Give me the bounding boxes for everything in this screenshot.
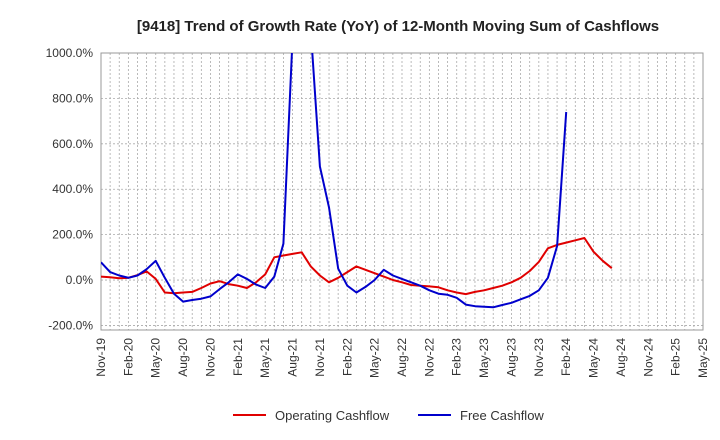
y-tick-label: -200.0% bbox=[48, 318, 93, 332]
x-tick-label: Feb-20 bbox=[121, 338, 135, 376]
x-tick-label: May-21 bbox=[258, 338, 272, 378]
y-tick-label: 1000.0% bbox=[46, 46, 94, 60]
x-tick-label: Nov-24 bbox=[641, 338, 655, 377]
x-tick-label: Nov-21 bbox=[313, 338, 327, 377]
x-tick-label: Aug-23 bbox=[504, 338, 518, 377]
chart-title: [9418] Trend of Growth Rate (YoY) of 12-… bbox=[137, 18, 659, 35]
x-tick-label: Feb-25 bbox=[669, 338, 683, 376]
x-tick-label: Feb-24 bbox=[559, 338, 573, 376]
series-line-operating-cashflow bbox=[101, 237, 613, 296]
y-tick-label: 600.0% bbox=[52, 137, 93, 151]
y-tick-label: 400.0% bbox=[52, 182, 93, 196]
x-tick-label: Aug-20 bbox=[176, 338, 190, 377]
y-tick-label: 800.0% bbox=[52, 91, 93, 105]
legend-label: Operating Cashflow bbox=[275, 408, 390, 423]
x-tick-label: Feb-23 bbox=[450, 338, 464, 376]
x-axis: Nov-19 Feb-20 May-20 Aug-20 Nov-20 Feb-21 May-… bbox=[94, 338, 710, 378]
y-tick-label: 0.0% bbox=[66, 273, 94, 287]
legend-label: Free Cashflow bbox=[460, 408, 544, 423]
x-tick-label: Aug-21 bbox=[286, 338, 300, 377]
y-tick-label: 200.0% bbox=[52, 228, 93, 242]
x-tick-label: Nov-22 bbox=[422, 338, 436, 377]
grid bbox=[100, 52, 704, 330]
x-tick-label: May-23 bbox=[477, 338, 491, 378]
x-tick-label: Nov-23 bbox=[532, 338, 546, 377]
legend: Operating Cashflow Free Cashflow bbox=[233, 408, 544, 423]
x-tick-label: Feb-22 bbox=[340, 338, 354, 376]
series-line-free-cashflow bbox=[101, 53, 568, 309]
x-tick-label: Aug-24 bbox=[614, 338, 628, 377]
x-tick-label: May-22 bbox=[368, 338, 382, 378]
x-tick-label: Nov-20 bbox=[203, 338, 217, 377]
x-tick-label: Feb-21 bbox=[231, 338, 245, 376]
plot-area bbox=[100, 52, 704, 331]
x-tick-label: Nov-19 bbox=[94, 338, 108, 377]
x-tick-label: Aug-22 bbox=[395, 338, 409, 377]
x-tick-label: May-20 bbox=[149, 338, 163, 378]
x-tick-label: May-25 bbox=[696, 338, 710, 378]
series-layer bbox=[101, 53, 613, 309]
y-axis: 1000.0% 800.0% 600.0% 400.0% 200.0% 0.0% -200.… bbox=[46, 46, 94, 332]
x-tick-label: May-24 bbox=[587, 338, 601, 378]
